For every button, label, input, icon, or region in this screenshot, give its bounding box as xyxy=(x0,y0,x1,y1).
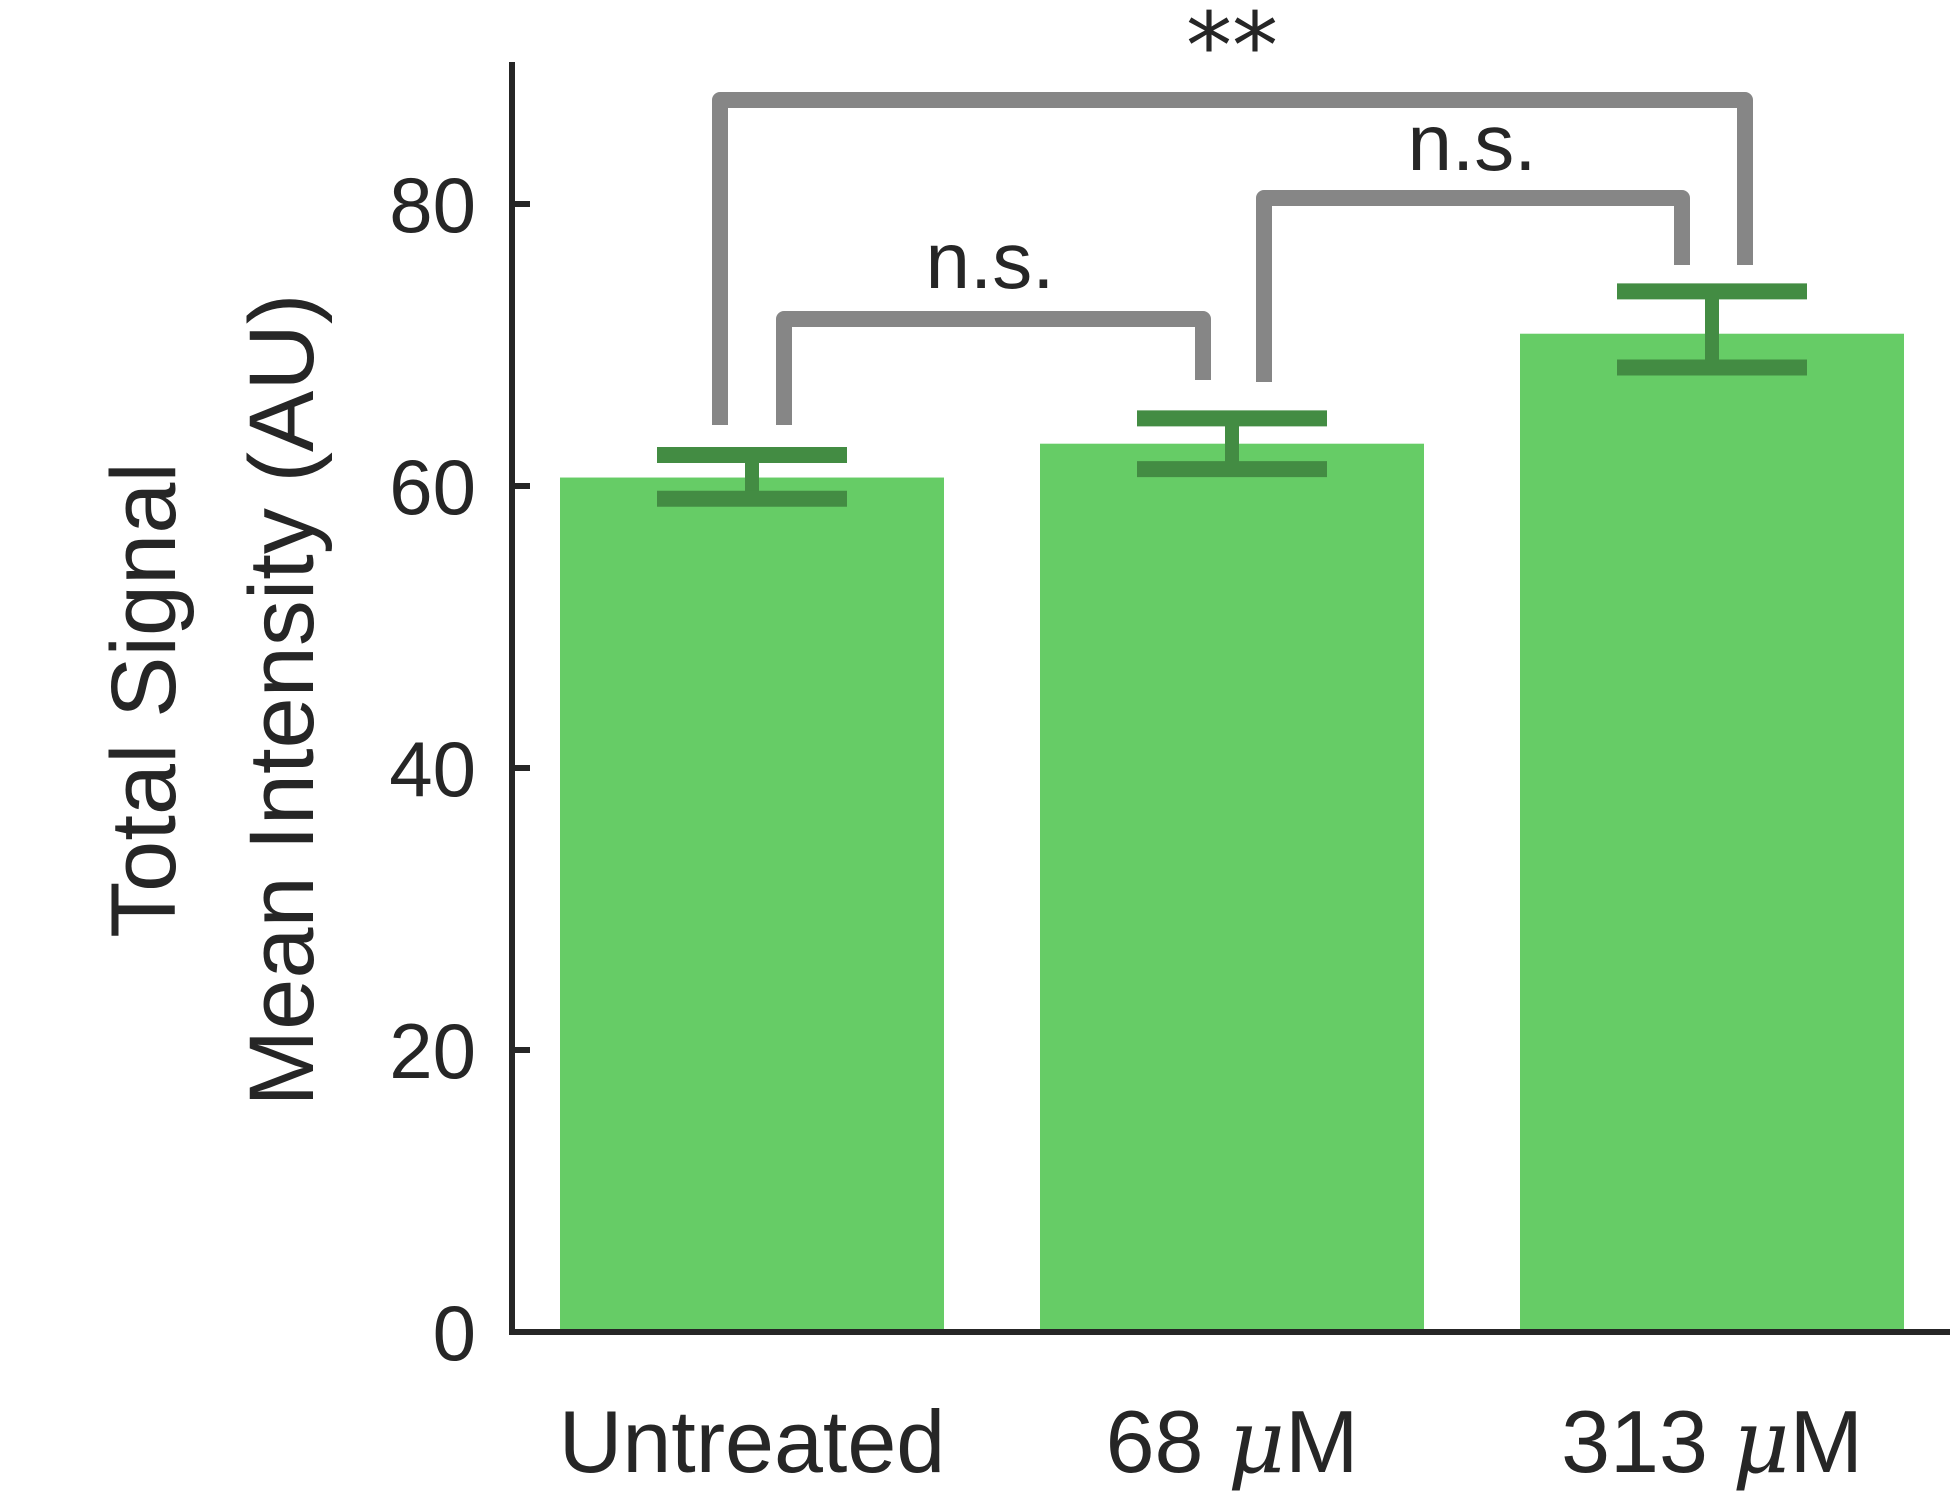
bracket-line-2 xyxy=(712,92,1753,425)
y-axis-title-line-1: Mean Intensity (AU) xyxy=(231,294,333,1107)
error-bar-1 xyxy=(1137,410,1327,478)
y-axis-label: Total Signal Mean Intensity (AU) xyxy=(93,294,333,1107)
bracket-line-1 xyxy=(1256,190,1690,382)
y-tick-label-0: 0 xyxy=(433,1289,476,1377)
significance-bracket-0: n.s. xyxy=(776,216,1211,425)
significance-label-2: ** xyxy=(1186,0,1278,100)
y-tick-label-60: 60 xyxy=(389,443,476,531)
significance-bracket-1: n.s. xyxy=(1256,98,1690,382)
bar-1 xyxy=(1040,443,1424,1332)
bars xyxy=(560,333,1904,1333)
x-tick-label-0: Untreated xyxy=(559,1392,945,1491)
y-tick-label-80: 80 xyxy=(389,161,476,249)
bracket-line-0 xyxy=(776,311,1211,425)
error-bar-2 xyxy=(1617,283,1807,376)
error-bar-0 xyxy=(657,446,847,507)
significance-bracket-2: ** xyxy=(712,0,1753,425)
significance-label-1: n.s. xyxy=(1408,98,1537,187)
x-tick-label-2: 313 μM xyxy=(1561,1390,1863,1493)
significance-label-0: n.s. xyxy=(926,216,1055,305)
x-tick-labels: Untreated 68 μM 313 μM xyxy=(559,1390,1863,1493)
error-bars xyxy=(657,283,1807,507)
y-axis-title: Total Signal Mean Intensity (AU) xyxy=(93,294,333,1107)
y-axis-title-line-0: Total Signal xyxy=(93,462,195,938)
significance-brackets: n.s. n.s. ** xyxy=(712,0,1753,425)
y-tick-label-40: 40 xyxy=(389,725,476,813)
y-ticks: 0 20 40 60 80 xyxy=(389,161,530,1377)
bar-2 xyxy=(1520,333,1904,1333)
y-tick-label-20: 20 xyxy=(389,1007,476,1095)
x-tick-label-1: 68 μM xyxy=(1106,1390,1359,1493)
bar-0 xyxy=(560,477,944,1332)
axes xyxy=(509,62,1950,1335)
